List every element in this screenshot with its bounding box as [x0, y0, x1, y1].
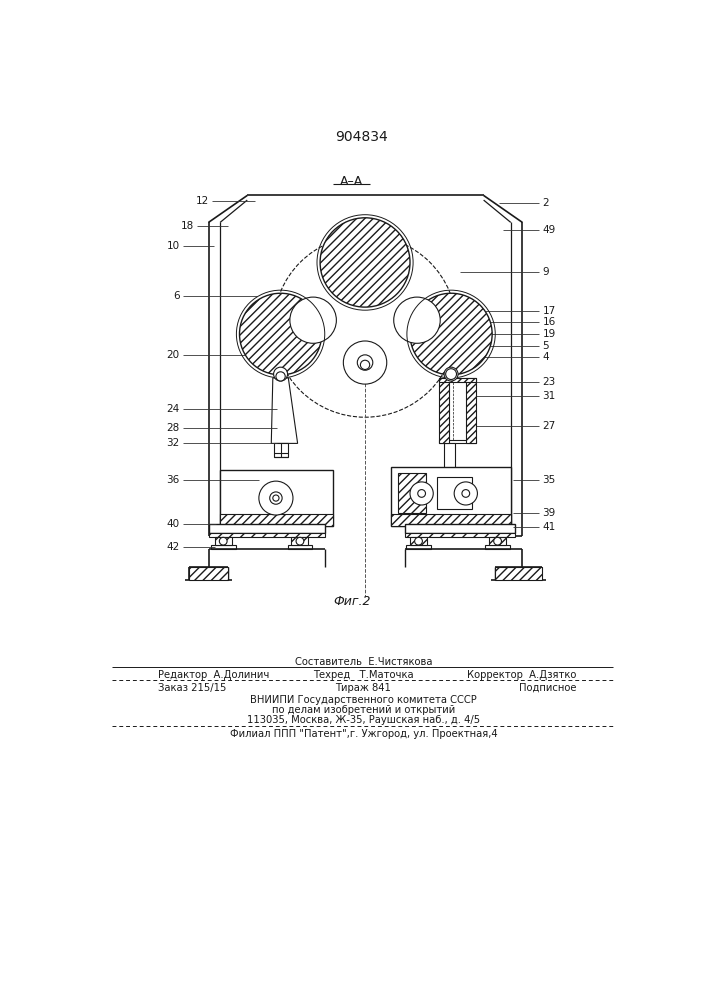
- Text: 41: 41: [542, 522, 556, 532]
- Bar: [391, 466, 510, 526]
- Circle shape: [240, 293, 322, 375]
- Text: 17: 17: [542, 306, 556, 316]
- Text: Техред   Т.Маточка: Техред Т.Маточка: [313, 670, 414, 680]
- Text: Составитель  Е.Чистякова: Составитель Е.Чистякова: [295, 657, 432, 667]
- Bar: [220, 470, 332, 526]
- Circle shape: [259, 481, 293, 515]
- Text: Заказ 215/15: Заказ 215/15: [158, 683, 226, 693]
- Bar: [215, 537, 232, 545]
- Bar: [220, 514, 332, 526]
- Circle shape: [414, 537, 422, 545]
- Circle shape: [418, 490, 426, 497]
- Circle shape: [274, 367, 288, 381]
- Bar: [438, 378, 476, 382]
- Text: 9: 9: [542, 267, 549, 277]
- Text: 40: 40: [167, 519, 180, 529]
- Circle shape: [290, 297, 337, 343]
- Circle shape: [493, 537, 501, 545]
- Text: Редактор  А.Долинич: Редактор А.Долинич: [158, 670, 269, 680]
- Circle shape: [357, 355, 373, 370]
- Text: 19: 19: [542, 329, 556, 339]
- Text: Фиг.2: Фиг.2: [333, 595, 370, 608]
- Bar: [288, 545, 312, 549]
- Bar: [466, 378, 476, 443]
- Text: 39: 39: [542, 508, 556, 518]
- Circle shape: [462, 490, 469, 497]
- Text: 4: 4: [542, 352, 549, 362]
- Bar: [391, 514, 510, 526]
- Text: 18: 18: [180, 221, 194, 231]
- Text: 23: 23: [542, 377, 556, 387]
- Circle shape: [320, 218, 410, 307]
- Text: Подписное: Подписное: [519, 683, 577, 693]
- Text: 27: 27: [542, 421, 556, 431]
- Circle shape: [454, 482, 477, 505]
- Bar: [410, 537, 427, 545]
- Text: 2: 2: [542, 198, 549, 208]
- Text: 42: 42: [167, 542, 180, 552]
- Text: Филиал ППП "Патент",г. Ужгород, ул. Проектная,4: Филиал ППП "Патент",г. Ужгород, ул. Прое…: [230, 729, 497, 739]
- Bar: [274, 443, 288, 457]
- Circle shape: [276, 372, 285, 381]
- Circle shape: [361, 360, 370, 369]
- Bar: [437, 477, 472, 509]
- Text: 31: 31: [542, 391, 556, 401]
- Polygon shape: [271, 378, 298, 443]
- Circle shape: [219, 537, 227, 545]
- Circle shape: [296, 537, 304, 545]
- Text: 10: 10: [167, 241, 180, 251]
- Bar: [291, 537, 308, 545]
- Bar: [438, 440, 476, 443]
- Circle shape: [445, 369, 457, 379]
- Bar: [211, 545, 235, 549]
- Text: 36: 36: [167, 475, 180, 485]
- Bar: [404, 533, 515, 537]
- Bar: [438, 378, 449, 443]
- Text: Тираж 841: Тираж 841: [336, 683, 392, 693]
- Text: 28: 28: [167, 423, 180, 433]
- Text: А–А: А–А: [340, 175, 363, 188]
- Text: 6: 6: [173, 291, 180, 301]
- Bar: [444, 443, 455, 470]
- Text: Корректор  А.Дзятко: Корректор А.Дзятко: [467, 670, 577, 680]
- Bar: [209, 533, 325, 537]
- Bar: [485, 545, 510, 549]
- Text: 12: 12: [196, 196, 209, 206]
- Bar: [404, 524, 515, 533]
- Circle shape: [394, 297, 440, 343]
- Text: 35: 35: [542, 475, 556, 485]
- Circle shape: [410, 482, 433, 505]
- Bar: [495, 567, 542, 580]
- Text: 32: 32: [167, 438, 180, 448]
- Circle shape: [410, 293, 492, 375]
- Circle shape: [444, 367, 458, 381]
- Bar: [209, 524, 325, 533]
- Text: по делам изобретений и открытий: по делам изобретений и открытий: [272, 705, 455, 715]
- Text: ВНИИПИ Государственного комитета СССР: ВНИИПИ Государственного комитета СССР: [250, 695, 477, 705]
- Text: 5: 5: [542, 341, 549, 351]
- Bar: [398, 473, 426, 513]
- Text: 49: 49: [542, 225, 556, 235]
- Text: 24: 24: [167, 404, 180, 414]
- Circle shape: [344, 341, 387, 384]
- Text: 113035, Москва, Ж-35, Раушская наб., д. 4/5: 113035, Москва, Ж-35, Раушская наб., д. …: [247, 715, 480, 725]
- Bar: [406, 545, 431, 549]
- Circle shape: [270, 492, 282, 504]
- Text: 904834: 904834: [336, 130, 388, 144]
- Bar: [189, 567, 228, 580]
- Circle shape: [273, 495, 279, 501]
- Bar: [489, 537, 506, 545]
- Text: 16: 16: [542, 317, 556, 327]
- Text: 20: 20: [167, 350, 180, 360]
